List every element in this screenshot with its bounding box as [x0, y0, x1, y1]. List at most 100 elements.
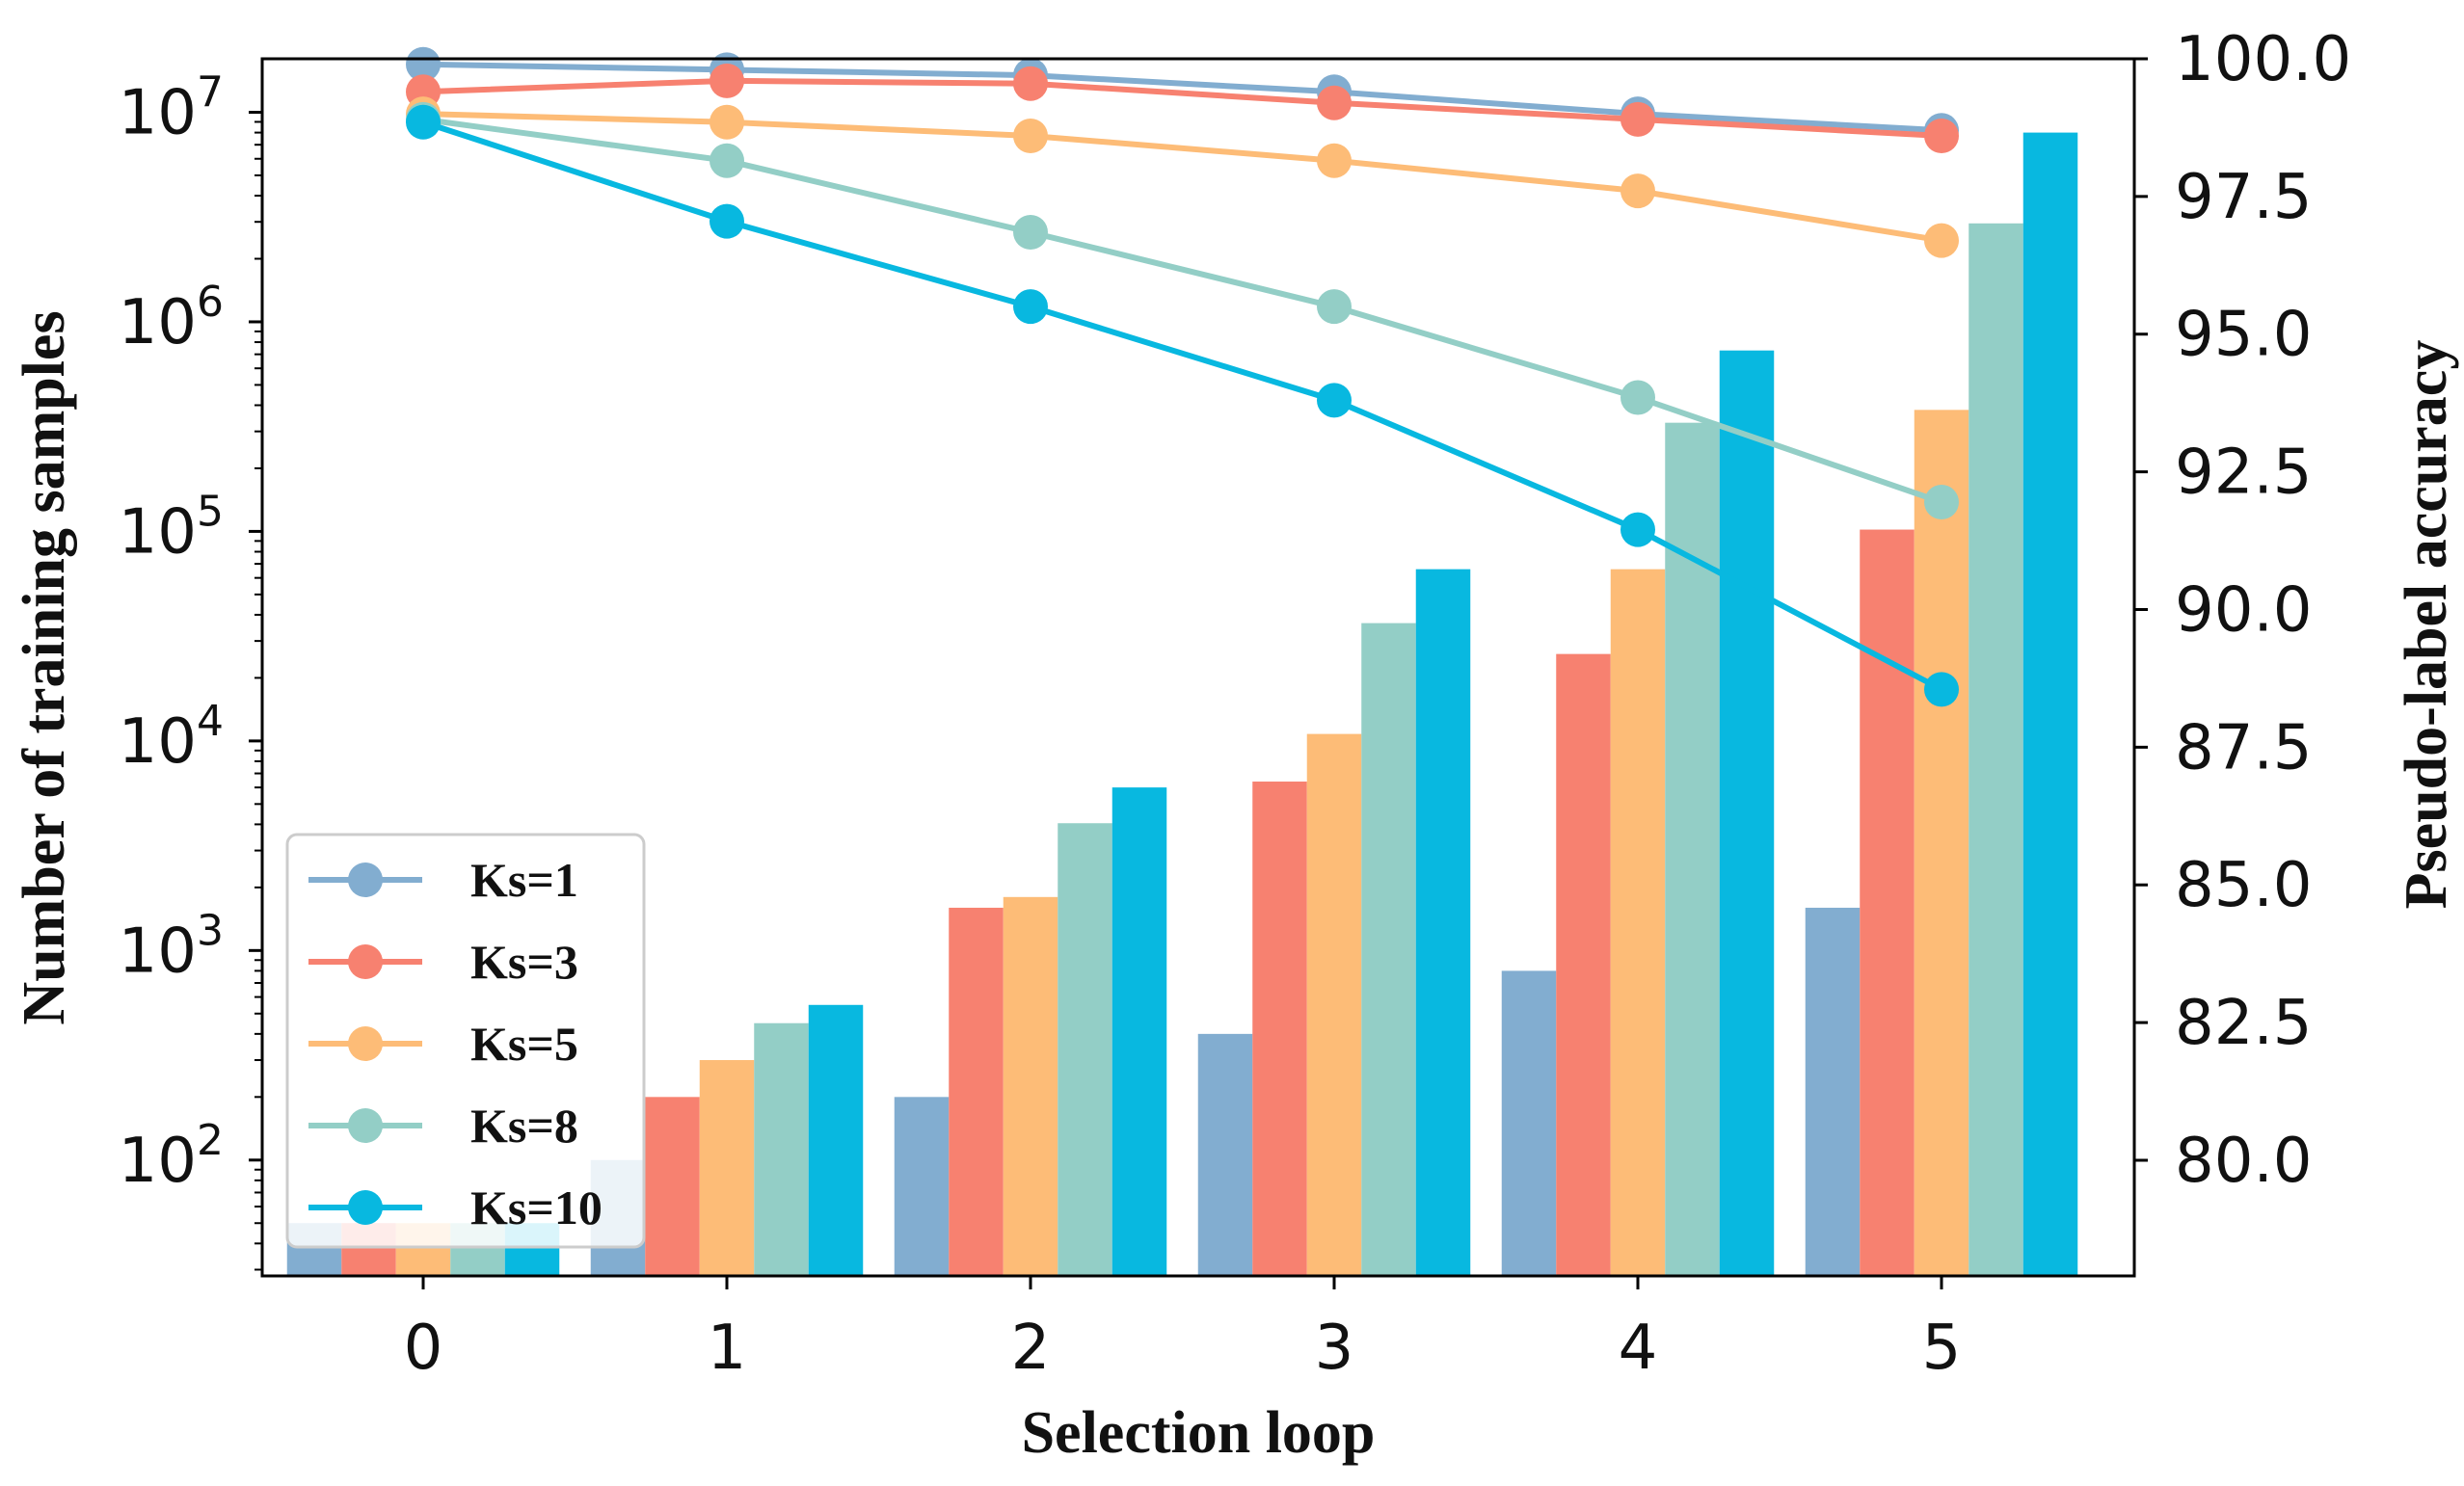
bar-ks8-loop-5 [1969, 223, 2023, 1276]
bar-ks10-loop-2 [1111, 787, 1167, 1276]
left-tick-label-4: 104 [119, 697, 224, 778]
legend-box [285, 833, 646, 1249]
left-tick-label-3: 103 [119, 906, 224, 987]
tick-base: 10 [119, 915, 197, 987]
right-tick-label: 95.0 [2175, 300, 2313, 371]
x-tick-label-2: 2 [1011, 1313, 1051, 1384]
bar-ks1-loop-2 [894, 1097, 950, 1276]
left-tick-label-6: 106 [119, 278, 224, 358]
bar-ks8-loop-1 [754, 1022, 809, 1276]
lines-layer [406, 46, 1959, 707]
bar-ks10-loop-4 [1719, 350, 1775, 1277]
tick-exponent: 7 [197, 68, 224, 118]
bar-ks5-loop-1 [699, 1060, 755, 1276]
accuracy-point-ks10-loop-0 [406, 104, 441, 140]
right-axis: 80.0 82.5 85.0 87.5 90.0 92.5 95.0 97.5 100.0 [2134, 24, 2351, 1197]
bar-ks1-loop-4 [1501, 970, 1557, 1276]
bar-ks5-loop-3 [1306, 733, 1362, 1276]
accuracy-point-ks1-loop-0 [406, 46, 441, 82]
legend-marker-ks1 [348, 862, 383, 897]
left-tick-label-2: 102 [119, 1116, 224, 1197]
bar-ks5-loop-2 [1003, 896, 1058, 1276]
y-axis-left-title: Number of training samples [12, 310, 77, 1024]
left-tick-label-7: 107 [119, 68, 224, 149]
tick-base: 10 [119, 706, 197, 778]
left-tick-label-5: 105 [119, 487, 224, 568]
accuracy-point-ks8-loop-3 [1317, 289, 1352, 325]
accuracy-point-ks5-loop-1 [710, 104, 744, 140]
legend: Ks=1 Ks=3 Ks=5 Ks=8 Ks=10 [285, 833, 646, 1249]
tick-exponent: 5 [197, 487, 224, 536]
bar-ks10-loop-1 [808, 1004, 864, 1276]
accuracy-point-ks5-loop-3 [1317, 143, 1352, 178]
bar-ks5-loop-4 [1610, 569, 1666, 1276]
tick-exponent: 2 [197, 1116, 224, 1165]
x-tick-label-0: 0 [404, 1313, 443, 1384]
x-axis: 0 1 2 3 4 5 [404, 1276, 1962, 1384]
bar-ks10-loop-5 [2022, 132, 2078, 1277]
x-axis-title: Selection loop [1022, 1400, 1376, 1466]
right-tick-label: 90.0 [2175, 574, 2313, 646]
legend-label-ks1: Ks=1 [470, 853, 578, 907]
accuracy-point-ks3-loop-4 [1620, 101, 1655, 137]
accuracy-point-ks10-loop-4 [1620, 512, 1655, 547]
right-tick-label: 85.0 [2175, 850, 2313, 921]
tick-exponent: 4 [197, 697, 224, 746]
right-tick-label: 92.5 [2175, 438, 2313, 509]
x-tick-label-4: 4 [1619, 1313, 1658, 1384]
accuracy-point-ks8-loop-2 [1013, 215, 1048, 251]
accuracy-line-ks5 [422, 111, 1942, 244]
bar-ks1-loop-3 [1197, 1033, 1253, 1276]
accuracy-point-ks8-loop-4 [1620, 380, 1655, 415]
legend-label-ks5: Ks=5 [470, 1017, 578, 1071]
legend-label-ks3: Ks=3 [470, 935, 578, 989]
accuracy-point-ks10-loop-2 [1013, 289, 1048, 325]
accuracy-point-ks10-loop-5 [1924, 672, 1959, 707]
plot-frame [260, 57, 2136, 1278]
bar-ks10-loop-3 [1415, 569, 1471, 1276]
legend-marker-ks3 [348, 944, 383, 979]
bar-ks5-loop-5 [1914, 410, 1969, 1276]
accuracy-point-ks10-loop-3 [1317, 383, 1352, 418]
right-tick-label: 97.5 [2175, 162, 2313, 233]
bars-layer [286, 132, 2078, 1277]
x-tick-label-3: 3 [1315, 1313, 1354, 1384]
x-tick-label-5: 5 [1922, 1313, 1962, 1384]
right-tick-label: 82.5 [2175, 988, 2313, 1059]
legend-marker-ks8 [348, 1108, 383, 1143]
accuracy-line-ks1 [422, 61, 1942, 134]
legend-label-ks8: Ks=8 [470, 1099, 578, 1153]
right-tick-label: 80.0 [2175, 1126, 2313, 1197]
legend-marker-ks10 [348, 1190, 383, 1225]
accuracy-point-ks5-loop-5 [1924, 223, 1959, 258]
bar-ks3-loop-4 [1556, 653, 1611, 1276]
tick-base: 10 [119, 1126, 197, 1197]
accuracy-line-ks8 [422, 116, 1942, 505]
bar-ks3-loop-1 [645, 1097, 700, 1276]
bar-ks3-loop-5 [1860, 529, 1915, 1276]
y-axis-right-title: Pseudo-label accuracy [2394, 340, 2459, 910]
accuracy-point-ks5-loop-2 [1013, 119, 1048, 154]
accuracy-line-ks3 [422, 77, 1942, 140]
accuracy-point-ks5-loop-4 [1620, 173, 1655, 209]
accuracy-point-ks10-loop-1 [710, 203, 744, 239]
bar-ks8-loop-2 [1058, 823, 1112, 1276]
x-tick-label-1: 1 [708, 1313, 747, 1384]
legend-marker-ks5 [348, 1026, 383, 1061]
legend-label-ks10: Ks=10 [470, 1181, 603, 1234]
tick-exponent: 3 [197, 906, 224, 955]
right-tick-label: 100.0 [2175, 24, 2351, 95]
accuracy-line-ks10 [422, 119, 1943, 693]
tick-exponent: 6 [197, 278, 224, 327]
accuracy-point-ks3-loop-3 [1317, 85, 1352, 120]
accuracy-point-ks3-loop-5 [1924, 119, 1959, 154]
bar-ks3-loop-3 [1252, 782, 1307, 1276]
accuracy-point-ks8-loop-5 [1924, 485, 1959, 520]
right-tick-label: 87.5 [2175, 712, 2313, 783]
tick-base: 10 [119, 496, 197, 568]
tick-base: 10 [119, 78, 197, 149]
tick-base: 10 [119, 287, 197, 358]
accuracy-point-ks8-loop-1 [710, 143, 744, 178]
